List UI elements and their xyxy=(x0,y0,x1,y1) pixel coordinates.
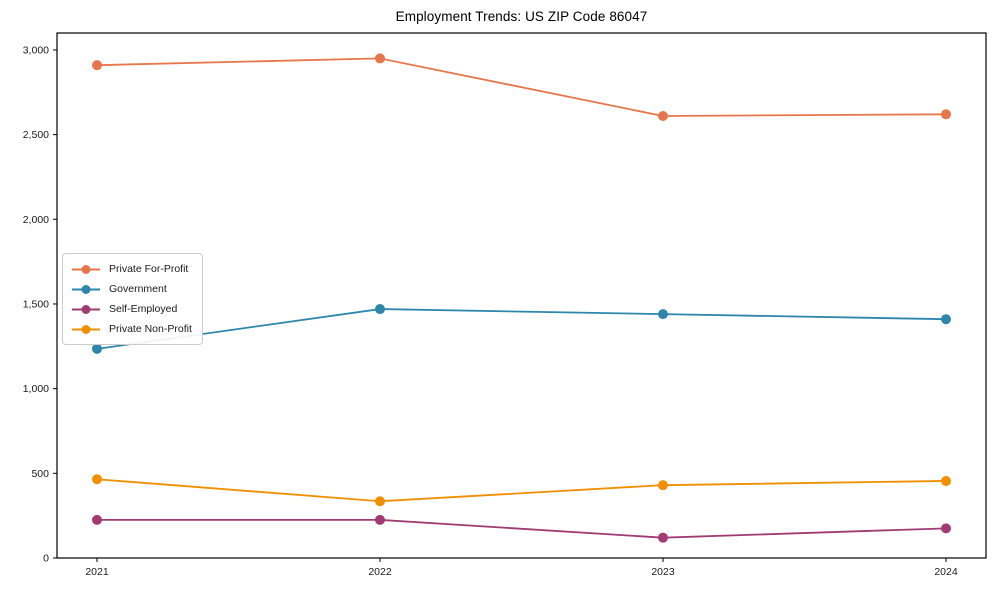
legend-item: Private For-Profit xyxy=(71,261,192,277)
plot-frame xyxy=(56,32,987,559)
legend-item: Government xyxy=(71,281,192,297)
data-point xyxy=(375,304,385,315)
x-tick-label: 2023 xyxy=(651,566,675,578)
legend: Private For-Profit Government Self-Emplo… xyxy=(62,253,203,345)
legend-line-marker-icon xyxy=(72,284,100,294)
data-point xyxy=(658,480,668,491)
data-point xyxy=(375,514,385,525)
y-tick-label: 3,000 xyxy=(23,44,49,56)
data-point xyxy=(92,514,102,525)
legend-line-marker-icon xyxy=(72,304,100,314)
series-line xyxy=(96,308,947,350)
y-tick-label: 500 xyxy=(31,468,49,480)
data-point xyxy=(941,314,951,325)
data-point xyxy=(658,532,668,543)
series-line xyxy=(96,478,947,503)
data-point xyxy=(92,474,102,485)
legend-line-marker-icon xyxy=(72,324,100,334)
legend-label: Government xyxy=(109,283,167,295)
y-tick-label: 2,000 xyxy=(23,214,49,226)
series-line xyxy=(96,57,947,117)
legend-item: Self-Employed xyxy=(71,301,192,317)
x-tick-label: 2022 xyxy=(368,566,392,578)
chart-title: Employment Trends: US ZIP Code 86047 xyxy=(395,9,648,24)
y-tick-label: 1,000 xyxy=(23,383,49,395)
data-point xyxy=(941,475,951,486)
data-point xyxy=(375,496,385,507)
y-tick-label: 1,500 xyxy=(23,298,49,310)
x-tick-label: 2024 xyxy=(934,566,958,578)
legend-label: Private For-Profit xyxy=(109,263,189,275)
legend-line-marker-icon xyxy=(72,264,100,274)
y-tick-label: 2,500 xyxy=(23,129,49,141)
series-line xyxy=(97,518,947,539)
x-tick-label: 2021 xyxy=(85,566,109,578)
data-point xyxy=(658,110,668,121)
data-point xyxy=(375,53,385,64)
data-point xyxy=(92,60,102,71)
legend-label: Self-Employed xyxy=(109,303,178,315)
legend-item: Private Non-Profit xyxy=(71,321,192,337)
data-point xyxy=(658,309,668,320)
data-point xyxy=(941,523,951,534)
y-tick-label: 0 xyxy=(43,553,49,565)
legend-label: Private Non-Profit xyxy=(109,323,192,335)
data-point xyxy=(941,109,951,120)
data-point xyxy=(92,343,102,354)
